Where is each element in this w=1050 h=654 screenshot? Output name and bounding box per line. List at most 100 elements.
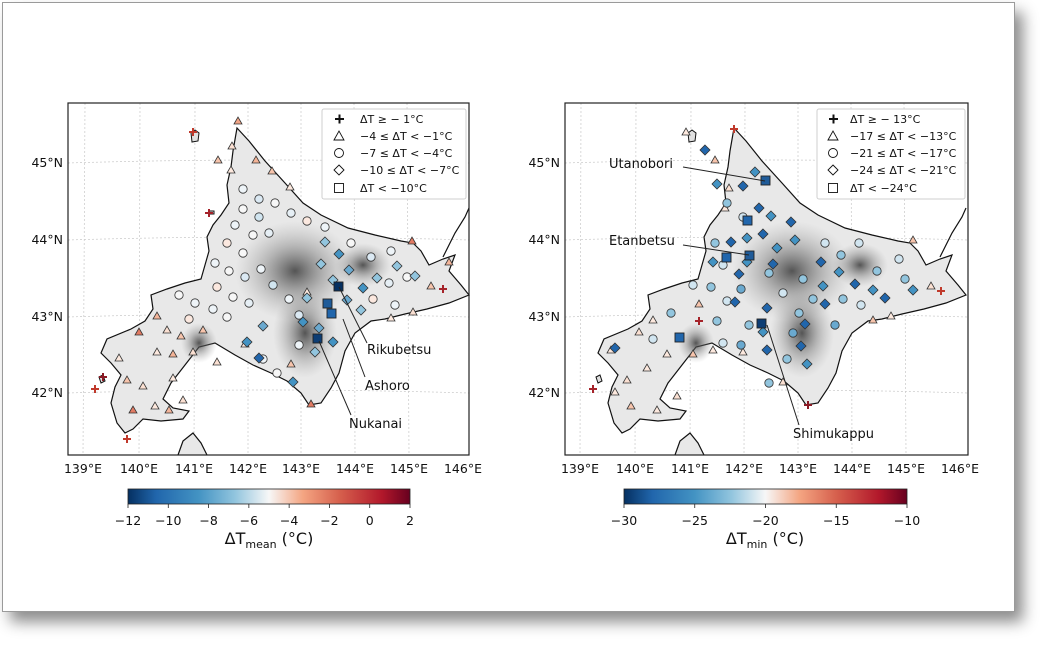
legend-text-square: ΔT < −24°C — [850, 182, 917, 195]
marker-triangle — [426, 281, 436, 290]
marker-triangle — [233, 116, 243, 125]
lon-label: 139°E — [561, 461, 599, 476]
lon-label: 142°E — [229, 461, 267, 476]
marker-triangle — [622, 375, 632, 384]
marker-triangle — [626, 401, 636, 410]
figure-sheet: Rikubetsu Ashoro Nukanai ΔT ≥ − 1°C −4 ≤… — [2, 2, 1015, 612]
marker-circle — [894, 254, 904, 264]
marker-plus — [123, 435, 131, 443]
marker-circle — [190, 298, 200, 308]
marker-plus — [99, 373, 107, 381]
marker-diamond — [301, 292, 313, 304]
legend-text-triangle: −17 ≤ ΔT < −13°C — [850, 130, 957, 143]
marker-diamond — [409, 270, 421, 282]
marker-diamond — [327, 336, 339, 348]
marker-triangle — [134, 327, 144, 336]
marker-triangle — [168, 373, 178, 382]
marker-circle — [722, 198, 732, 208]
marker-circle — [254, 212, 264, 222]
marker-diamond — [253, 352, 265, 364]
colorbar-tick-label: −4 — [280, 513, 298, 528]
marker-plus — [730, 125, 738, 133]
colorbar-ticks: −12 −10 −8 −6 −4 −2 0 2 — [115, 504, 414, 528]
annotation-etanbetsu: Etanbetsu — [609, 234, 675, 249]
lon-label: 140°E — [120, 461, 158, 476]
marker-diamond — [729, 296, 741, 308]
marker-circle — [836, 250, 846, 260]
marker-square — [312, 333, 323, 344]
annotation-ashoro: Ashoro — [365, 379, 410, 394]
lon-label: 143°E — [779, 461, 817, 476]
marker-circle — [244, 298, 254, 308]
okushiri-island — [595, 374, 603, 384]
lon-label: 140°E — [616, 461, 654, 476]
marker-circle — [212, 282, 222, 292]
lon-label: 143°E — [282, 461, 320, 476]
marker-circle — [794, 308, 804, 318]
marker-circle — [856, 300, 866, 310]
marker-circle — [648, 334, 658, 344]
marker-circle — [222, 312, 232, 322]
marker-triangle — [926, 281, 936, 290]
lat-label: 44°N — [528, 232, 560, 247]
marker-triangle — [708, 345, 718, 354]
colorbar-label: ΔTmin (°C) — [726, 529, 804, 551]
legend-text-diamond: −10 ≤ ΔT < −7°C — [360, 164, 460, 177]
legend-text-plus: ΔT ≥ − 13°C — [850, 113, 921, 126]
marker-triangle — [152, 311, 162, 320]
marker-triangle — [672, 391, 682, 400]
marker-diamond — [699, 144, 711, 156]
legend-plus-marker — [829, 114, 838, 124]
marker-diamond — [801, 358, 813, 370]
colorbar-tick-label: −2 — [320, 513, 338, 528]
annotation-shimukappu: Shimukappu — [793, 427, 874, 442]
marker-triangle — [306, 399, 316, 408]
lat-label: 43°N — [528, 309, 560, 324]
marker-diamond — [609, 342, 621, 354]
marker-triangle — [251, 155, 261, 164]
colorbar-tick-label: 2 — [406, 513, 414, 528]
legend-circle-marker — [334, 148, 344, 158]
marker-diamond — [789, 234, 801, 246]
marker-triangle — [648, 315, 658, 324]
marker-circle — [788, 328, 798, 338]
marker-circle — [808, 294, 818, 304]
lat-label: 45°N — [31, 155, 63, 170]
lon-label: 144°E — [336, 461, 374, 476]
marker-circle — [900, 274, 910, 284]
marker-diamond — [737, 180, 749, 192]
marker-square — [326, 308, 337, 319]
marker-plus — [91, 385, 99, 393]
marker-triangle — [138, 381, 148, 390]
marker-circle — [184, 314, 194, 324]
marker-circle — [384, 278, 394, 288]
marker-diamond — [761, 302, 773, 314]
marker-diamond — [795, 340, 807, 352]
marker-triangle — [150, 401, 160, 410]
lon-label: 139°E — [64, 461, 102, 476]
marker-diamond — [313, 322, 325, 334]
colorbar-tick-label: −20 — [752, 513, 778, 528]
marker-triangle — [178, 395, 188, 404]
marker-circle — [320, 222, 330, 232]
legend-square-marker — [828, 183, 838, 193]
lat-label: 45°N — [528, 155, 560, 170]
annotation-rikubetsu: Rikubetsu — [367, 343, 431, 358]
panel-mean: Rikubetsu Ashoro Nukanai ΔT ≥ − 1°C −4 ≤… — [31, 102, 482, 551]
marker-triangle — [662, 349, 672, 358]
lat-tick-labels: 42°N 43°N 44°N 45°N — [528, 155, 560, 400]
marker-circle — [838, 294, 848, 304]
legend-plus-marker — [335, 114, 344, 124]
marker-circle — [222, 238, 232, 248]
annotation-leaders — [682, 166, 800, 426]
marker-triangle — [444, 257, 454, 266]
lon-label: 145°E — [390, 461, 428, 476]
marker-triangle — [694, 299, 704, 308]
annotation-nukanai: Nukanai — [349, 417, 402, 432]
lon-label: 144°E — [833, 461, 871, 476]
marker-diamond — [711, 178, 723, 190]
station-markers — [589, 125, 945, 414]
marker-circle — [268, 280, 278, 290]
lon-tick-labels: 139°E 140°E 141°E 142°E 143°E 144°E 145°… — [561, 461, 979, 476]
marker-circle — [366, 252, 376, 262]
